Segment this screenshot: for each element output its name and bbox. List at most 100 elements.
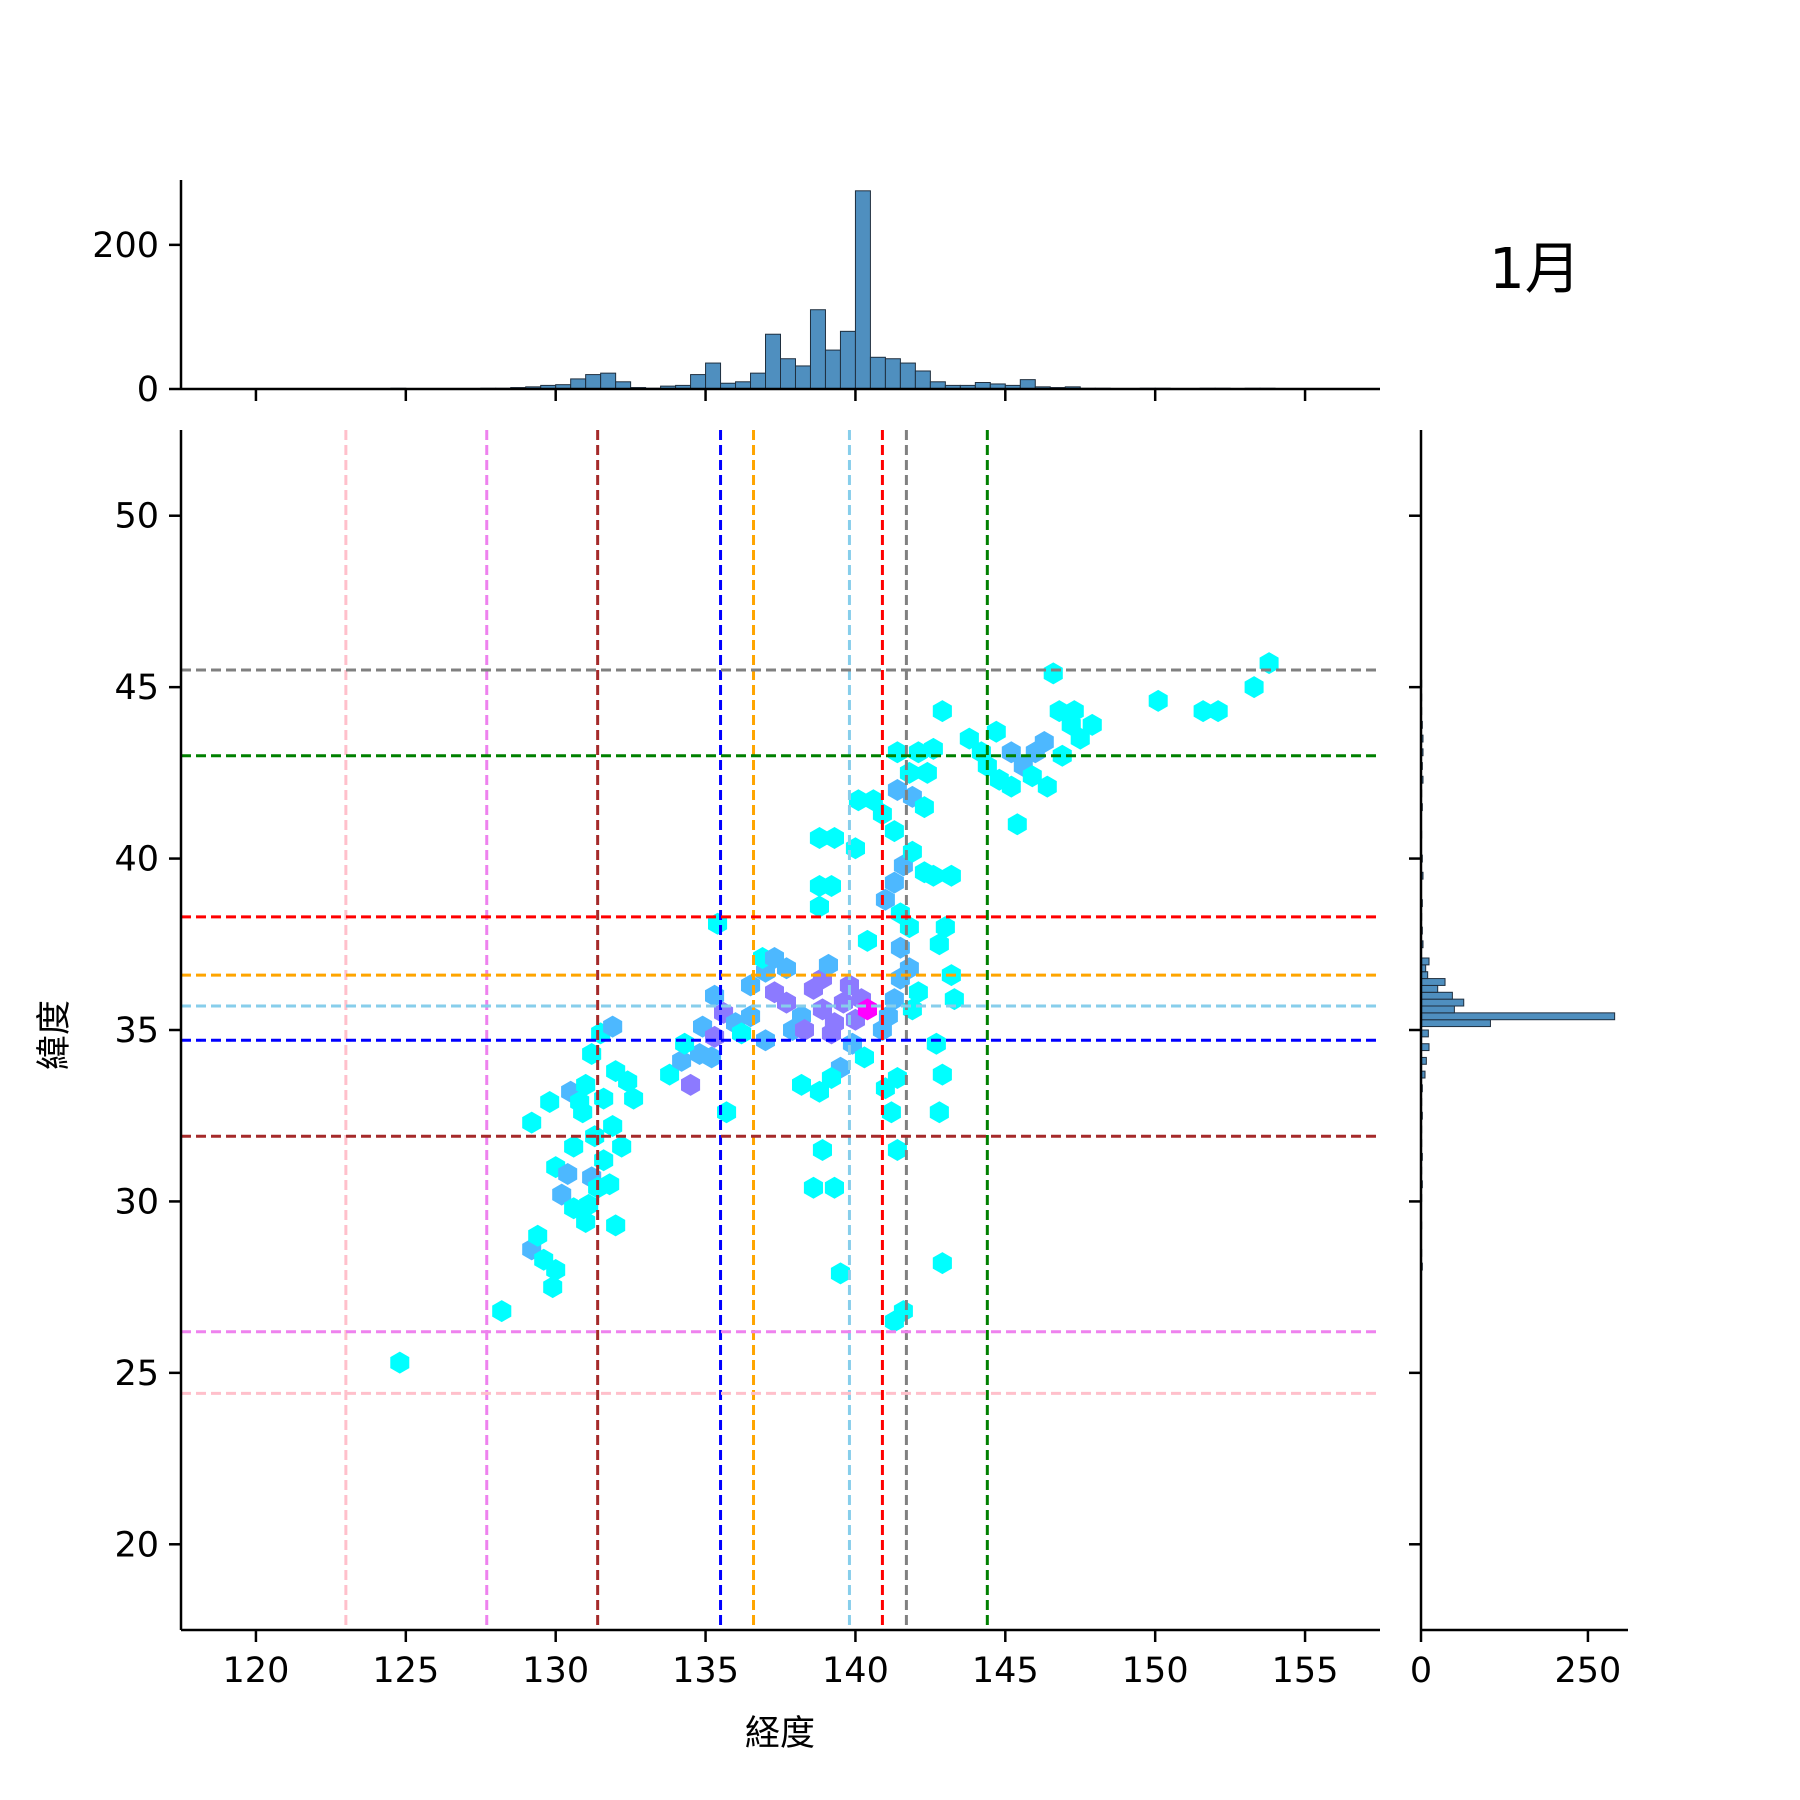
hexbin [1082, 713, 1102, 736]
x-hist-bar [809, 309, 826, 390]
hexbin [1052, 744, 1072, 767]
hexbin [1148, 689, 1168, 712]
hexbin [917, 761, 937, 784]
hexbin [923, 864, 943, 887]
x-hist-bar [705, 362, 722, 390]
hexbin [875, 888, 895, 911]
hexbin [1022, 765, 1042, 788]
hexbin [932, 700, 952, 723]
x-hist-bar [869, 356, 886, 390]
hexbin [795, 1019, 814, 1041]
y-tick-label: 25 [114, 1354, 159, 1394]
hexbin [812, 1139, 832, 1161]
hexbin [932, 1063, 952, 1086]
hexbin [929, 933, 949, 956]
x-hist-bar [839, 330, 856, 390]
y-tick-label: 45 [114, 668, 159, 708]
hexbin [914, 796, 934, 819]
hexbin [756, 1029, 775, 1052]
x-tick-label: 155 [1272, 1651, 1339, 1691]
hexbin [899, 761, 919, 784]
hexbin [857, 998, 877, 1021]
y-hist-bar [1420, 1012, 1616, 1021]
x-hist-bar [780, 358, 796, 390]
hexbin [1244, 676, 1264, 699]
hexbin [908, 981, 928, 1004]
hexbin [887, 779, 907, 801]
hexbin [1043, 662, 1063, 685]
hexbin [809, 827, 829, 849]
hexbin [546, 1259, 566, 1281]
hexbin [570, 1091, 590, 1113]
hexbin [540, 1091, 560, 1113]
top-hist-y-tick-label: 200 [92, 226, 159, 266]
hexbin [612, 1135, 632, 1158]
hexbin [887, 1139, 907, 1161]
hexbin [522, 1111, 542, 1134]
hexbin [618, 1070, 638, 1093]
x-hist-bar [750, 372, 767, 390]
hexbin [603, 1115, 623, 1137]
right-hist-x-tick-label: 250 [1555, 1651, 1622, 1691]
y-tick-label: 30 [114, 1182, 159, 1222]
hexbin [986, 720, 1006, 743]
x-axis-title: 経度 [745, 1714, 815, 1754]
x-tick-label: 120 [223, 1651, 290, 1691]
hexbin [1037, 775, 1057, 798]
hexbin [603, 1015, 623, 1038]
hexbin [926, 1032, 946, 1055]
x-hist-bar [914, 370, 931, 390]
hexbin [792, 1073, 811, 1096]
main-axes: 120 125 130 135 140 145 150 155 20 25 30 35 40 45 50 [114, 430, 1380, 1691]
hexbin [576, 1211, 596, 1233]
x-hist-bar [600, 372, 617, 390]
y-hist-bar [1420, 998, 1465, 1007]
hexbin [929, 1101, 949, 1124]
hexbin [803, 1176, 823, 1199]
vertical-reference-lines [344, 430, 989, 1630]
chart-title: 1月 [1489, 237, 1581, 302]
hexbin [528, 1224, 548, 1247]
x-hist-bar [854, 190, 871, 390]
horizontal-reference-lines [181, 668, 1380, 1395]
hexbin [543, 1276, 563, 1299]
hexbin [1208, 700, 1228, 723]
hexbin [884, 1310, 904, 1333]
main-hexbin-layer [390, 652, 1279, 1374]
hexbin [564, 1197, 584, 1220]
x-hist-bar [1019, 379, 1036, 390]
top-hist-y-tick-label: 0 [137, 370, 159, 410]
hexbin [777, 991, 796, 1014]
x-hist-bar [765, 333, 782, 390]
hexbin [1070, 727, 1090, 750]
hexbin [824, 827, 844, 849]
hexbin [1007, 813, 1027, 836]
hexbin [908, 741, 928, 764]
hexbin [887, 1067, 907, 1089]
hexbin [830, 1262, 850, 1285]
hexbin [932, 1252, 952, 1275]
right-marginal-histogram: 0 250 [1409, 430, 1628, 1691]
y-tick-label: 50 [114, 497, 159, 537]
hexbin [812, 998, 832, 1021]
x-tick-label: 145 [972, 1651, 1039, 1691]
x-tick-label: 140 [822, 1651, 889, 1691]
hexbin [660, 1063, 680, 1086]
x-tick-label: 130 [522, 1651, 589, 1691]
x-tick-label: 150 [1122, 1651, 1189, 1691]
y-hist-bar [1420, 1005, 1455, 1014]
hexbin [576, 1073, 596, 1096]
x-hist-bar [570, 378, 587, 390]
hexbin [390, 1351, 410, 1374]
hexbin [881, 1101, 901, 1124]
y-hist-bar [1420, 978, 1446, 986]
hexbin [564, 1135, 584, 1158]
hexbin [884, 871, 904, 894]
hexbin [675, 1032, 695, 1055]
y-hist-bar [1420, 991, 1453, 1000]
hexbin [579, 1193, 599, 1216]
hexbin [824, 1176, 844, 1199]
hexbin [959, 727, 979, 750]
hexbin [884, 820, 904, 843]
x-hist-bar [824, 349, 841, 390]
